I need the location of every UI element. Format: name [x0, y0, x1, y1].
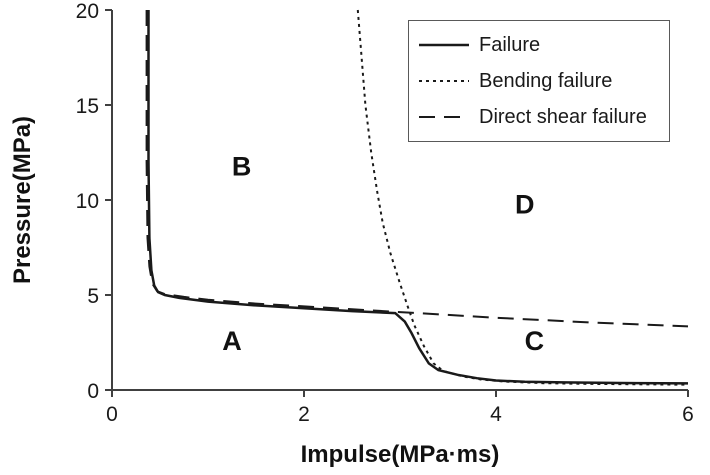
- region-label: C: [525, 326, 545, 356]
- x-axis-title: Impulse(MPa·ms): [301, 441, 500, 468]
- legend: Failure Bending failure Direct shear failu…: [408, 20, 670, 142]
- x-tick-label: 0: [106, 403, 118, 426]
- region-label: B: [232, 151, 252, 181]
- region-label: A: [222, 326, 242, 356]
- y-tick-label: 15: [76, 95, 99, 118]
- series-line-dashed: [145, 10, 689, 328]
- legend-line-sample: [419, 43, 469, 47]
- legend-label: Failure: [479, 33, 541, 56]
- x-tick-label: 6: [682, 403, 694, 426]
- legend-line-sample: [419, 80, 469, 82]
- region-label: D: [515, 189, 535, 219]
- legend-label: Bending failure: [479, 69, 613, 92]
- y-tick-label: 20: [76, 0, 99, 23]
- y-tick-label: 10: [76, 190, 99, 213]
- legend-item: Bending failure: [419, 63, 657, 99]
- legend-line-sample: [419, 116, 469, 118]
- legend-item: Failure: [419, 27, 657, 63]
- legend-item: Direct shear failure: [419, 99, 657, 135]
- x-tick-label: 2: [298, 403, 310, 426]
- legend-label: Direct shear failure: [479, 105, 647, 128]
- y-tick-label: 0: [87, 380, 99, 403]
- y-tick-label: 5: [87, 285, 99, 308]
- y-axis-title: Pressure(MPa): [9, 116, 36, 284]
- x-tick-label: 4: [490, 403, 502, 426]
